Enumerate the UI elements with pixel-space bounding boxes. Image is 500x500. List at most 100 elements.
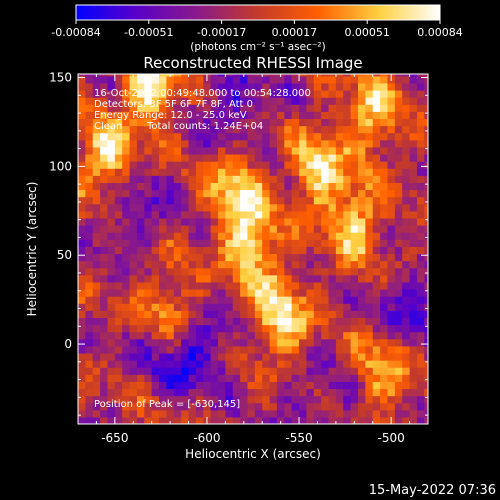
heatmap-cell [380, 324, 389, 333]
heatmap-cell [358, 331, 366, 340]
heatmap-cell [78, 182, 86, 191]
heatmap-cell [166, 239, 175, 247]
heatmap-cell [144, 225, 153, 233]
heatmap-cell [85, 381, 94, 390]
heatmap-cell [409, 210, 418, 219]
heatmap-cell [195, 210, 204, 219]
heatmap-cell [402, 225, 411, 233]
heatmap-cell [343, 381, 352, 390]
heatmap-cell [254, 253, 263, 262]
heatmap-cell [276, 303, 285, 311]
heatmap-cell [151, 288, 160, 297]
heatmap-cell [335, 317, 344, 326]
heatmap-cell [335, 274, 344, 283]
heatmap-cell [262, 104, 271, 112]
heatmap-cell [328, 189, 337, 198]
heatmap-cell [269, 232, 278, 240]
heatmap-cell [225, 274, 234, 283]
heatmap-cell [394, 189, 403, 198]
heatmap-cell [203, 89, 212, 98]
heatmap-cell [335, 267, 344, 276]
heatmap-cell [372, 74, 381, 77]
heatmap-cell [181, 74, 190, 77]
heatmap-cell [247, 338, 256, 347]
heatmap-cell [424, 182, 428, 191]
heatmap-cell [232, 281, 241, 290]
x-tick-label: -500 [378, 431, 405, 445]
colorbar-tick-label: 0.00084 [417, 26, 463, 39]
heatmap-cell [402, 352, 411, 361]
heatmap-cell [335, 111, 344, 120]
heatmap-cell [78, 97, 86, 105]
heatmap-cell [335, 288, 344, 297]
heatmap-cell [328, 153, 337, 162]
heatmap-cell [313, 89, 322, 98]
heatmap-cell [151, 74, 160, 77]
heatmap-cell [254, 374, 263, 382]
heatmap-cell [328, 409, 337, 418]
heatmap-cell [416, 225, 425, 233]
heatmap-cell [276, 118, 285, 127]
heatmap-cell [313, 288, 322, 297]
heatmap-cell [306, 367, 315, 375]
heatmap-cell [181, 75, 190, 84]
heatmap-cell [276, 175, 285, 183]
heatmap-cell [358, 125, 366, 134]
heatmap-cell [402, 253, 411, 262]
heatmap-cell [188, 97, 197, 105]
colorbar-gradient [75, 4, 441, 21]
heatmap-cell [299, 111, 308, 120]
heatmap-cell [78, 125, 86, 134]
heatmap-cell [380, 125, 389, 134]
heatmap-cell [225, 210, 234, 219]
heatmap-cell [254, 146, 263, 155]
heatmap-cell [129, 324, 138, 333]
heatmap-cell [328, 139, 337, 148]
heatmap-cell [92, 381, 101, 390]
heatmap-cell [328, 146, 337, 155]
heatmap-cell [114, 225, 123, 233]
heatmap-cell [247, 217, 256, 226]
heatmap-cell [240, 82, 249, 91]
heatmap-cell [387, 189, 396, 198]
heatmap-cell [151, 416, 160, 424]
heatmap-cell [203, 232, 212, 240]
annotation-energy-range: Energy Range: 12.0 - 25.0 keV [94, 110, 247, 121]
heatmap-cell [262, 210, 271, 219]
heatmap-cell [129, 388, 138, 397]
heatmap-cell [358, 317, 366, 326]
heatmap-cell [203, 288, 212, 297]
heatmap-cell [114, 296, 123, 304]
heatmap-cell [394, 317, 403, 326]
y-tick-label: 100 [49, 159, 72, 173]
heatmap-cell [210, 111, 219, 120]
heatmap-cell [269, 203, 278, 212]
heatmap-cell [299, 253, 308, 262]
heatmap-cell [159, 175, 168, 183]
heatmap-cell [276, 196, 285, 205]
heatmap-cell [159, 416, 168, 424]
heatmap-cell [181, 225, 190, 233]
heatmap-cell [387, 210, 396, 219]
heatmap-cell [151, 111, 160, 120]
heatmap-cell [85, 139, 94, 148]
heatmap-cell [306, 75, 315, 84]
heatmap-cell [299, 345, 308, 354]
heatmap-cell [358, 360, 366, 368]
heatmap-cell [151, 175, 160, 183]
heatmap-cell [122, 75, 131, 84]
heatmap-cell [276, 132, 285, 141]
heatmap-cell [78, 388, 86, 397]
heatmap-cell [358, 303, 366, 311]
heatmap-cell [122, 153, 131, 162]
heatmap-cell [247, 210, 256, 219]
heatmap-cell [350, 388, 359, 397]
heatmap-cell [416, 111, 425, 120]
heatmap-cell [306, 97, 315, 105]
x-tick-label: -550 [285, 431, 312, 445]
heatmap-cell [114, 239, 123, 247]
heatmap-cell [409, 125, 418, 134]
heatmap-cell [269, 416, 278, 424]
heatmap-cell [92, 331, 101, 340]
heatmap-cell [210, 75, 219, 84]
